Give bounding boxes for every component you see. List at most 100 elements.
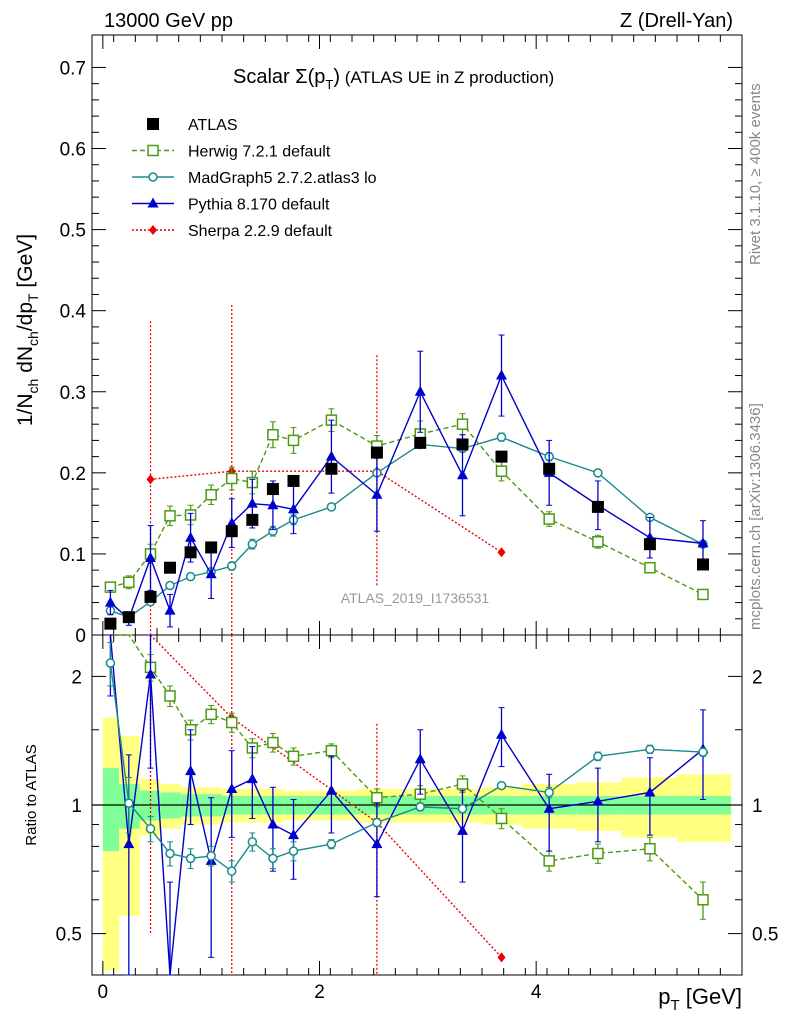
main-data-point (370, 446, 383, 459)
main-data-point (456, 438, 469, 451)
main-data-point (104, 617, 117, 630)
main-data-point (266, 483, 279, 496)
main-pythia-series (104, 334, 709, 628)
legend-marker-sherpa (149, 225, 157, 235)
xlabel-main: p (658, 984, 670, 1009)
ratio-madgraph-point (457, 803, 468, 814)
ratio-madgraph-point (105, 658, 116, 668)
main-herwig-series (104, 408, 709, 601)
ratio-ytick-label: 1 (71, 796, 82, 817)
legend-item-madgraph: MadGraph5 2.7.2.atlas3 lo (132, 170, 377, 187)
ratio-herwig-point (226, 716, 238, 729)
ratio-xtick-label: 4 (531, 982, 542, 1003)
main-pythia-point (246, 497, 258, 508)
ratio-pythia-point (644, 786, 656, 797)
title-sub: T (325, 77, 333, 92)
ratio-madgraph-line (109, 662, 704, 873)
ylabel-part: /dp (14, 302, 37, 331)
main-data-point (287, 474, 300, 487)
main-pythia-point (267, 499, 279, 510)
main-herwig-point (697, 588, 709, 601)
title-close: ) (333, 66, 340, 88)
ratio-madgraph-point (593, 751, 603, 762)
legend-label-sherpa: Sherpa 2.2.9 default (188, 223, 333, 240)
ratio-sherpa-point (497, 952, 506, 963)
ratio-herwig-point (267, 736, 279, 749)
xlabel-sub: T (670, 997, 679, 1014)
ratio-madgraph-point (268, 853, 278, 864)
legend-marker-herwig (147, 144, 159, 157)
ratio-band-inner (102, 768, 120, 852)
main-ytick-label: 0.2 (60, 464, 86, 485)
rivet-label: Rivet 3.1.10, ≥ 400k events (747, 83, 764, 265)
ratio-madgraph-point (645, 744, 655, 755)
ratio-pythia-point (226, 783, 238, 794)
xlabel-unit: [GeV] (680, 984, 742, 1009)
ratio-ylabel: Ratio to ATLAS (23, 744, 40, 845)
main-madgraph-point (326, 502, 337, 512)
legend-label-pythia: Pythia 8.170 default (188, 197, 330, 214)
ratio-pythia-point (543, 802, 555, 813)
svg-text:Scalar Σ(pT) (ATLAS UE in Z pr: Scalar Σ(pT) (ATLAS UE in Z production) (233, 66, 554, 92)
ratio-herwig-point (164, 690, 176, 702)
ratio-pythia-point (288, 829, 299, 840)
main-ylabel-text: 1/Nch dNch/dpT [GeV] (14, 234, 41, 426)
ratio-madgraph-point (247, 837, 258, 847)
main-ytick-label: 0.4 (60, 302, 87, 323)
header-left: 13000 GeV pp (104, 10, 233, 32)
ratio-xtick-label: 2 (314, 982, 325, 1003)
legend-label-madgraph: MadGraph5 2.7.2.atlas3 lo (188, 170, 377, 187)
main-herwig-point (123, 576, 135, 589)
ratio-herwig-point (495, 812, 508, 825)
legend-marker-madgraph (148, 172, 158, 182)
ratio-pythia-point (325, 784, 337, 795)
main-ytick-label: 0.3 (60, 383, 86, 404)
main-pythia-point (145, 551, 156, 562)
main-ytick-label: 0.1 (60, 545, 86, 566)
ratio-pythia-point (414, 753, 426, 764)
title-sigma: Σ(p (295, 66, 325, 88)
main-ytick-label: 0.5 (60, 221, 86, 242)
title-rest: (ATLAS UE in Z production) (340, 68, 554, 87)
ratio-ytick-label-right: 2 (752, 667, 763, 688)
ratio-pythia-point (496, 728, 507, 739)
main-pythia-point (371, 488, 383, 499)
ratio-herwig-point (325, 744, 338, 757)
ratio-pythia-point (267, 818, 279, 829)
main-data-point (164, 561, 176, 574)
main-pythia-point (325, 450, 337, 461)
watermark: ATLAS_2019_I1736531 (341, 590, 490, 606)
main-herwig-point (226, 472, 238, 485)
main-pythia-point (288, 503, 299, 514)
ratio-pythia-series (107, 634, 709, 976)
main-data-point (122, 611, 135, 624)
main-data-point (414, 436, 427, 449)
main-ylabel: 1/Nch dNch/dpT [GeV] (14, 234, 41, 426)
ratio-pythia-point (457, 824, 468, 835)
legend-marker-pythia (147, 197, 159, 208)
ratio-madgraph-point (544, 787, 554, 798)
ratio-band-layer (102, 717, 732, 971)
ratio-panel: 0.5 0.5 1 1 2 2 0 2 4 (56, 634, 778, 1003)
main-herwig-point (592, 536, 604, 548)
ratio-madgraph-point (145, 823, 156, 834)
ratio-madgraph-point (227, 866, 237, 876)
main-herwig-line (110, 419, 704, 596)
ratio-ytick-label: 0.5 (56, 925, 82, 946)
ratio-madgraph-point (415, 802, 425, 812)
main-ytick-label: 0.7 (60, 58, 86, 79)
ratio-herwig-point (697, 894, 709, 906)
ylabel-part: dN (14, 346, 37, 379)
main-ytick-label: 0 (75, 626, 86, 647)
legend-item-herwig: Herwig 7.2.1 default (132, 144, 331, 161)
ratio-herwig-point (205, 708, 217, 721)
main-data-point (225, 525, 238, 538)
main-pythia-point (104, 596, 116, 607)
ratio-herwig-line (110, 634, 704, 901)
main-herwig-point (164, 510, 176, 522)
main-pythia-point (496, 369, 507, 380)
main-data-point (246, 513, 259, 526)
main-madgraph-point (247, 539, 258, 549)
ratio-herwig-point (456, 778, 469, 790)
main-herwig-point (287, 434, 300, 447)
